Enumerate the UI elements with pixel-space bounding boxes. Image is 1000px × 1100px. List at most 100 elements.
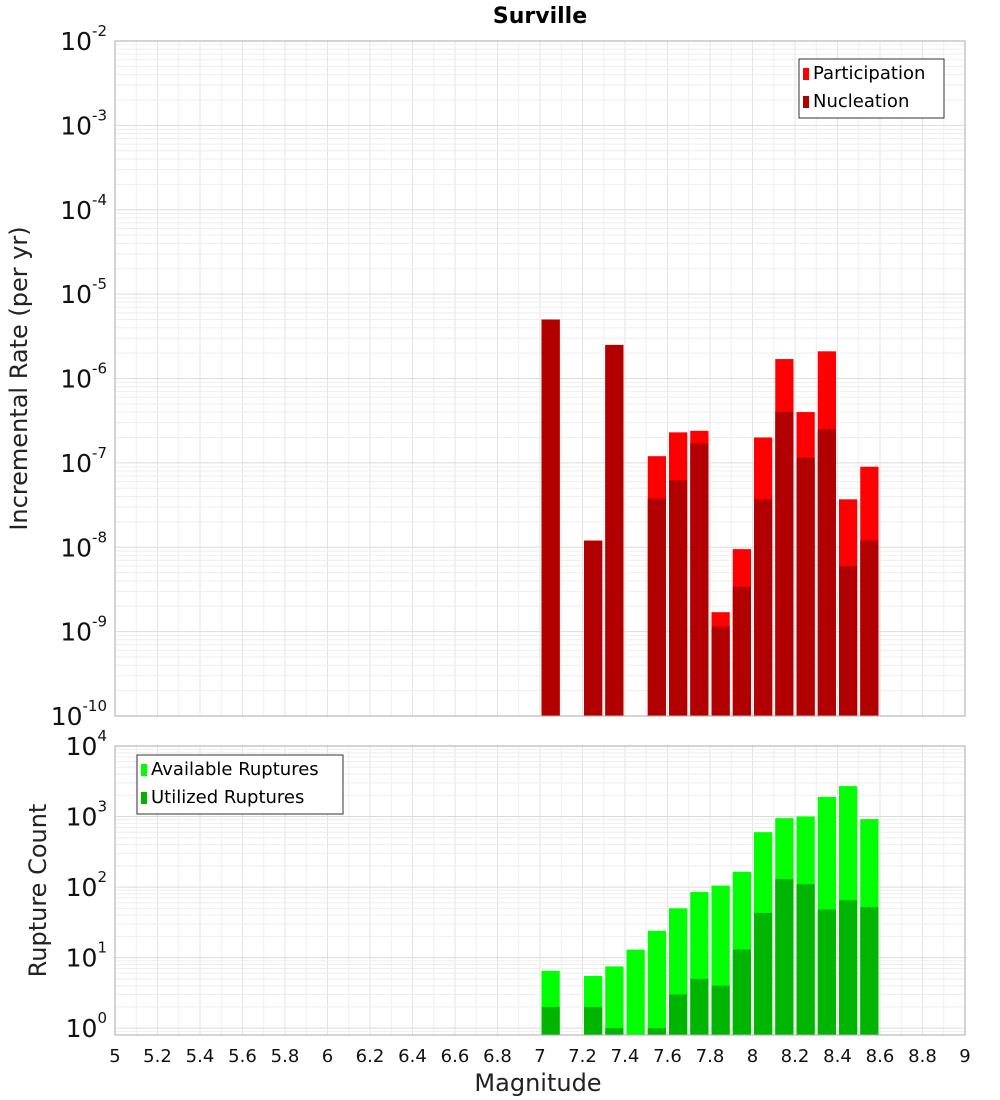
bar-utilized-ruptures-12 xyxy=(817,909,836,1035)
x-tick-label: 9 xyxy=(959,1046,970,1067)
legend-label: Available Ruptures xyxy=(151,759,319,780)
x-tick-label: 6.6 xyxy=(441,1046,470,1067)
x-tick-label: 8.8 xyxy=(908,1046,937,1067)
bar-nucleation-0 xyxy=(541,319,560,716)
legend-box xyxy=(136,754,344,815)
y-tick-base: 10 xyxy=(60,449,92,478)
y-tick-base: 10 xyxy=(60,111,92,140)
y-tick-label: 10-10 xyxy=(51,697,107,731)
bar-nucleation-5 xyxy=(690,443,709,716)
bar-available-ruptures-4 xyxy=(647,930,666,1035)
y-tick-label: 10-6 xyxy=(60,360,107,394)
bar-utilized-ruptures-5 xyxy=(669,994,688,1035)
legend-label: Utilized Ruptures xyxy=(151,787,304,808)
bar-nucleation-8 xyxy=(754,499,773,716)
y-tick-exp: -8 xyxy=(92,528,107,546)
y-tick-exp: -9 xyxy=(92,613,107,631)
y-tick-base: 10 xyxy=(66,803,98,832)
y-tick-label: 10-5 xyxy=(60,275,107,309)
bar-available-ruptures-2 xyxy=(605,966,624,1035)
legend-swatch xyxy=(803,68,809,80)
y-tick-exp: 2 xyxy=(97,868,107,886)
bar-nucleation-6 xyxy=(711,626,730,716)
y-tick-exp: -5 xyxy=(92,275,107,293)
x-tick-label: 8.4 xyxy=(823,1046,852,1067)
legend-swatch xyxy=(141,792,147,804)
bar-nucleation-3 xyxy=(647,498,666,716)
bar-utilized-ruptures-11 xyxy=(796,884,815,1035)
y-axis-label: Rupture Count xyxy=(24,804,52,978)
y-tick-base: 10 xyxy=(66,732,98,761)
bar-nucleation-4 xyxy=(669,480,688,716)
bar-available-ruptures-3 xyxy=(626,949,645,1035)
bar-nucleation-1 xyxy=(584,540,603,716)
y-tick-base: 10 xyxy=(66,873,98,902)
bar-nucleation-12 xyxy=(839,565,858,716)
y-tick-label: 10-9 xyxy=(60,613,107,647)
bar-nucleation-2 xyxy=(605,344,624,716)
y-tick-base: 10 xyxy=(60,365,92,394)
y-tick-exp: 1 xyxy=(97,939,107,957)
bar-nucleation-13 xyxy=(860,540,879,716)
x-tick-label: 7.8 xyxy=(696,1046,725,1067)
y-tick-base: 10 xyxy=(60,533,92,562)
y-tick-label: 103 xyxy=(66,798,107,832)
bar-utilized-ruptures-1 xyxy=(584,1006,603,1035)
x-tick-label: 6.4 xyxy=(398,1046,427,1067)
y-tick-base: 10 xyxy=(60,27,92,56)
y-tick-label: 10-8 xyxy=(60,528,107,562)
y-tick-exp: -6 xyxy=(92,360,107,378)
x-tick-label: 8.6 xyxy=(866,1046,895,1067)
x-tick-label: 5.8 xyxy=(271,1046,300,1067)
y-tick-label: 104 xyxy=(66,727,107,761)
y-tick-base: 10 xyxy=(51,702,83,731)
x-tick-label: 7.6 xyxy=(653,1046,682,1067)
plot-border xyxy=(114,40,966,717)
legend-label: Nucleation xyxy=(813,91,909,112)
y-tick-label: 100 xyxy=(66,1009,107,1043)
y-tick-base: 10 xyxy=(60,618,92,647)
bar-utilized-ruptures-0 xyxy=(541,1006,560,1035)
x-tick-label: 8.2 xyxy=(781,1046,810,1067)
x-tick-label: 7.4 xyxy=(611,1046,640,1067)
legend-box xyxy=(798,58,945,119)
legend: Participation Nucleation xyxy=(798,58,945,119)
chart-panel-0: Surville10-1010-910-810-710-610-510-410-… xyxy=(5,4,966,731)
x-tick-label: 5 xyxy=(109,1046,120,1067)
y-axis-label: Incremental Rate (per yr) xyxy=(5,226,33,530)
y-tick-base: 10 xyxy=(66,1014,98,1043)
bar-utilized-ruptures-14 xyxy=(860,907,879,1035)
y-tick-exp: -4 xyxy=(92,191,107,209)
y-tick-base: 10 xyxy=(66,944,98,973)
y-tick-exp: 3 xyxy=(97,798,107,816)
legend-swatch xyxy=(141,764,147,776)
bar-utilized-ruptures-13 xyxy=(839,900,858,1035)
x-tick-label: 7.2 xyxy=(568,1046,597,1067)
plot-border xyxy=(114,745,966,1036)
y-tick-exp: -10 xyxy=(83,697,108,715)
y-tick-exp: -3 xyxy=(92,106,107,124)
x-axis-label: Magnitude xyxy=(474,1069,601,1097)
legend: Available Ruptures Utilized Ruptures xyxy=(136,754,344,815)
y-tick-label: 102 xyxy=(66,868,107,902)
bar-utilized-ruptures-10 xyxy=(775,879,794,1035)
chart-title: Surville xyxy=(493,4,587,29)
y-tick-label: 10-2 xyxy=(60,22,107,56)
y-tick-exp: 0 xyxy=(97,1009,107,1027)
y-tick-exp: 4 xyxy=(97,727,107,745)
bar-utilized-ruptures-8 xyxy=(732,949,751,1035)
x-tick-label: 7 xyxy=(534,1046,545,1067)
bar-utilized-ruptures-4 xyxy=(647,1028,666,1035)
y-tick-label: 101 xyxy=(66,939,107,973)
x-tick-label: 5.2 xyxy=(143,1046,172,1067)
x-tick-label: 6.8 xyxy=(483,1046,512,1067)
y-tick-base: 10 xyxy=(60,196,92,225)
y-tick-base: 10 xyxy=(60,280,92,309)
y-tick-exp: -7 xyxy=(92,444,107,462)
bar-nucleation-7 xyxy=(732,586,751,716)
bar-nucleation-9 xyxy=(775,412,794,716)
y-tick-exp: -2 xyxy=(92,22,107,40)
x-tick-label: 6 xyxy=(322,1046,333,1067)
